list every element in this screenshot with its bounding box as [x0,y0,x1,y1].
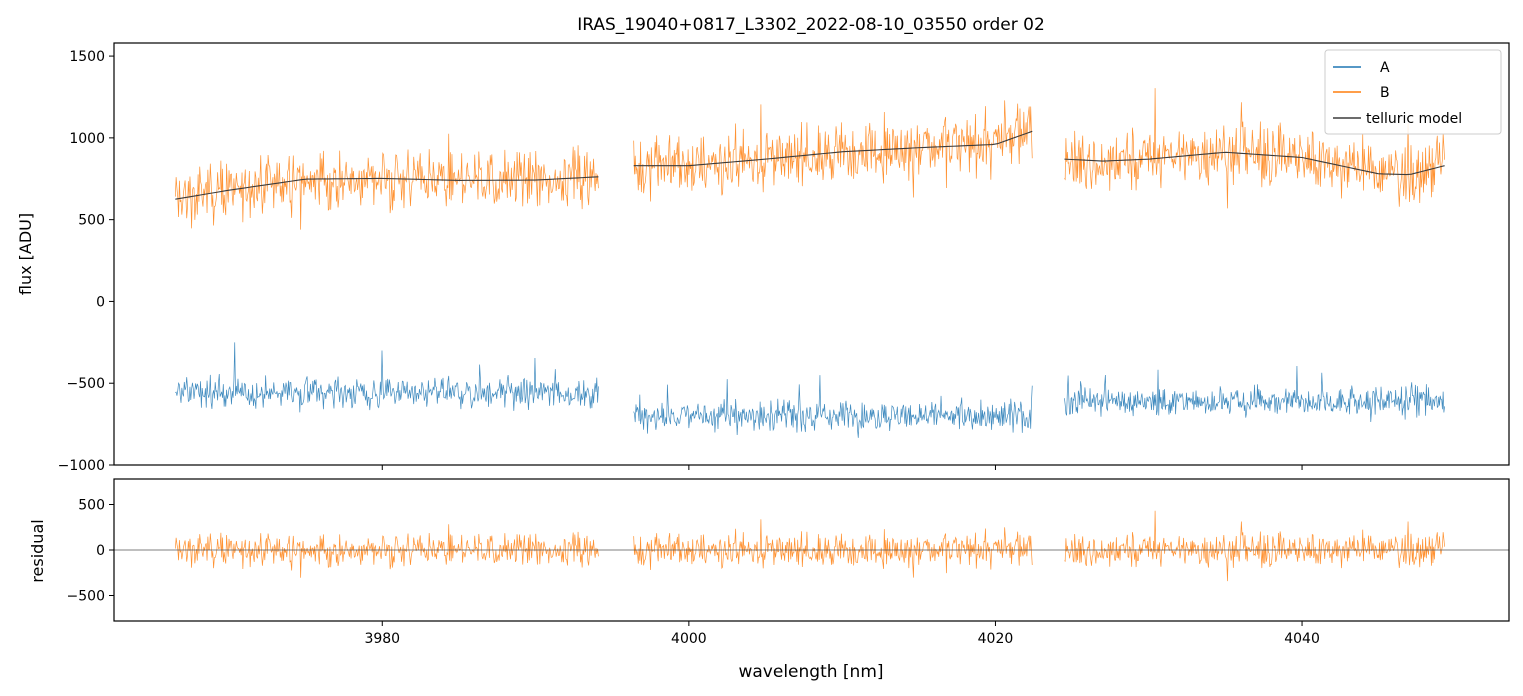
top-ytick-label: 500 [78,213,105,229]
bottom-y-axis-label: residual [28,519,47,582]
top-ytick-label: 1000 [69,131,105,147]
legend: A B telluric model [1324,49,1502,135]
bottom-xtick-label: 3980 [364,631,400,647]
chart-title: IRAS_19040+0817_L3302_2022-08-10_03550 o… [577,15,1045,35]
top-axes-frame [113,42,1510,466]
legend-box [1324,49,1502,135]
x-axis-label: wavelength [nm] [738,662,883,682]
telluric-model-segment-3 [1064,151,1445,176]
top-panel: −1000 −500 0 500 1000 1500 flux [ADU] A B tel… [16,42,1510,474]
top-ytick-label: 1500 [69,49,105,65]
legend-label-a: A [1380,60,1390,76]
bottom-panel: −500 0 500 3980 4000 4020 4040 residual wavel… [28,478,1510,682]
series-b-segment-1 [174,133,599,230]
bottom-xtick-label: 4020 [978,631,1014,647]
residual-b-segment-1 [174,524,599,578]
top-ytick-label: −500 [67,376,105,392]
telluric-model-segment-2 [633,130,1033,167]
bottom-xtick-label: 4000 [671,631,707,647]
series-b-segment-3 [1064,88,1445,209]
series-b-segment-2 [633,100,1033,202]
bottom-ytick-label: −500 [67,589,105,605]
bottom-ytick-label: 500 [78,497,105,513]
legend-label-telluric: telluric model [1366,111,1462,127]
residual-b-segment-2 [633,519,1033,578]
top-ytick-label: −1000 [58,458,105,474]
bottom-xtick-label: 4040 [1284,631,1320,647]
bottom-ytick-label: 0 [96,543,105,559]
top-y-axis-label: flux [ADU] [16,213,35,295]
series-a-segment-2 [633,375,1033,438]
top-ytick-label: 0 [96,294,105,310]
residual-b-segment-3 [1064,510,1445,582]
series-a-segment-3 [1064,365,1445,422]
series-a-segment-1 [175,342,599,413]
telluric-model-segment-1 [175,176,599,200]
legend-label-b: B [1380,85,1390,101]
